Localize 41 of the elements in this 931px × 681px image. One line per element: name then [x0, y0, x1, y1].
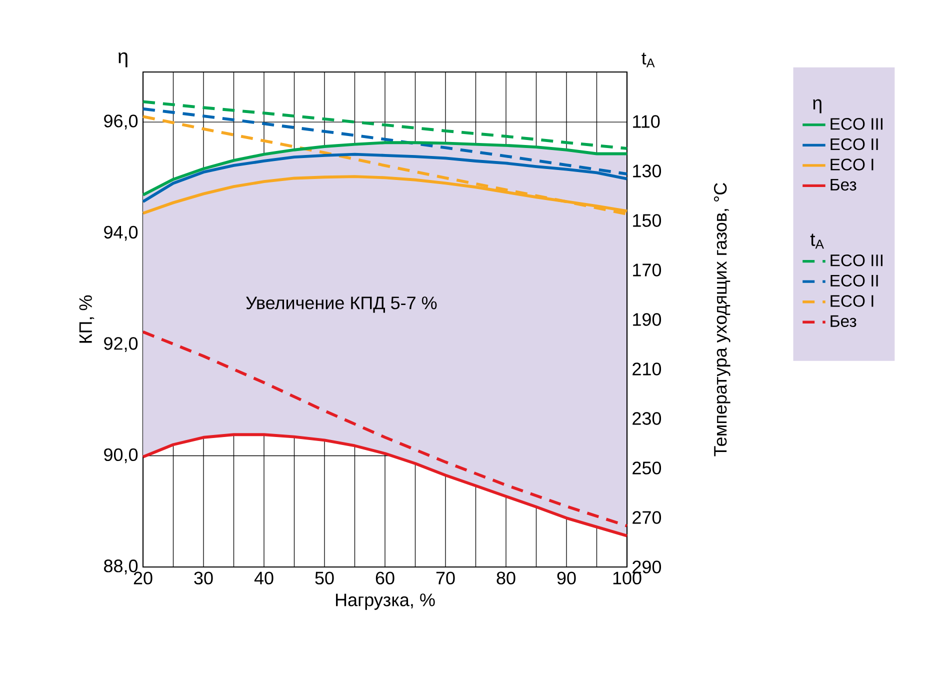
- x-tick-label: 50: [315, 572, 334, 584]
- y-tick-label: 92,0: [104, 337, 138, 352]
- x-tick-label: 70: [436, 572, 455, 584]
- y2-axis-title: Температура уходящих газов, °C: [714, 183, 730, 456]
- x-tick-label: 100: [613, 572, 642, 584]
- y2-tick-label: 170: [633, 264, 662, 276]
- x-tick-label: 30: [194, 572, 213, 584]
- y-tick-label: 96,0: [104, 114, 138, 130]
- legend-label: ECO III: [830, 118, 882, 130]
- text: t$_{A}$: [642, 52, 655, 68]
- x-tick-label: 60: [376, 572, 394, 584]
- legend-label: Без: [830, 315, 856, 328]
- y2-tick-label: 290: [632, 560, 662, 574]
- line-series: [142, 330, 628, 528]
- y-tick-label: 94,0: [104, 226, 138, 241]
- legend-label: ECO II: [830, 274, 878, 287]
- legend-label: ECO III: [830, 254, 882, 266]
- y2-tick-label: 150: [633, 214, 662, 227]
- legend-label: ECO II: [830, 138, 878, 150]
- y2-tick-label: 270: [632, 511, 662, 524]
- y-axis-title: КП, %: [79, 295, 94, 343]
- legend-label: ECO I: [830, 295, 874, 307]
- text: t$_{A}$: [810, 234, 824, 249]
- line-series: [142, 433, 628, 538]
- x-tick-label: 40: [254, 572, 274, 584]
- y-tick-label: 90,0: [104, 448, 138, 464]
- y2-tick-label: 110: [633, 115, 660, 128]
- x-tick-label: 80: [496, 572, 516, 584]
- text: η: [813, 99, 822, 114]
- y2-tick-label: 190: [633, 313, 662, 326]
- legend-label: Без: [830, 178, 856, 191]
- text: η: [118, 52, 128, 68]
- y2-tick-label: 230: [632, 412, 662, 425]
- y2-tick-label: 130: [633, 164, 662, 178]
- x-tick-label: 90: [557, 572, 576, 584]
- legend-label: ECO I: [830, 158, 874, 170]
- line-series: [142, 115, 628, 216]
- y2-tick-label: 250: [632, 462, 662, 474]
- annotation: Увеличение КПД 5-7 %: [246, 296, 437, 313]
- x-axis-title: Нагрузка, %: [336, 594, 435, 610]
- y2-tick-label: 210: [632, 362, 662, 376]
